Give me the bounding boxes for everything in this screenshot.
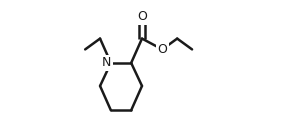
Text: O: O bbox=[137, 10, 147, 23]
Text: O: O bbox=[157, 43, 167, 56]
Text: N: N bbox=[102, 56, 112, 69]
